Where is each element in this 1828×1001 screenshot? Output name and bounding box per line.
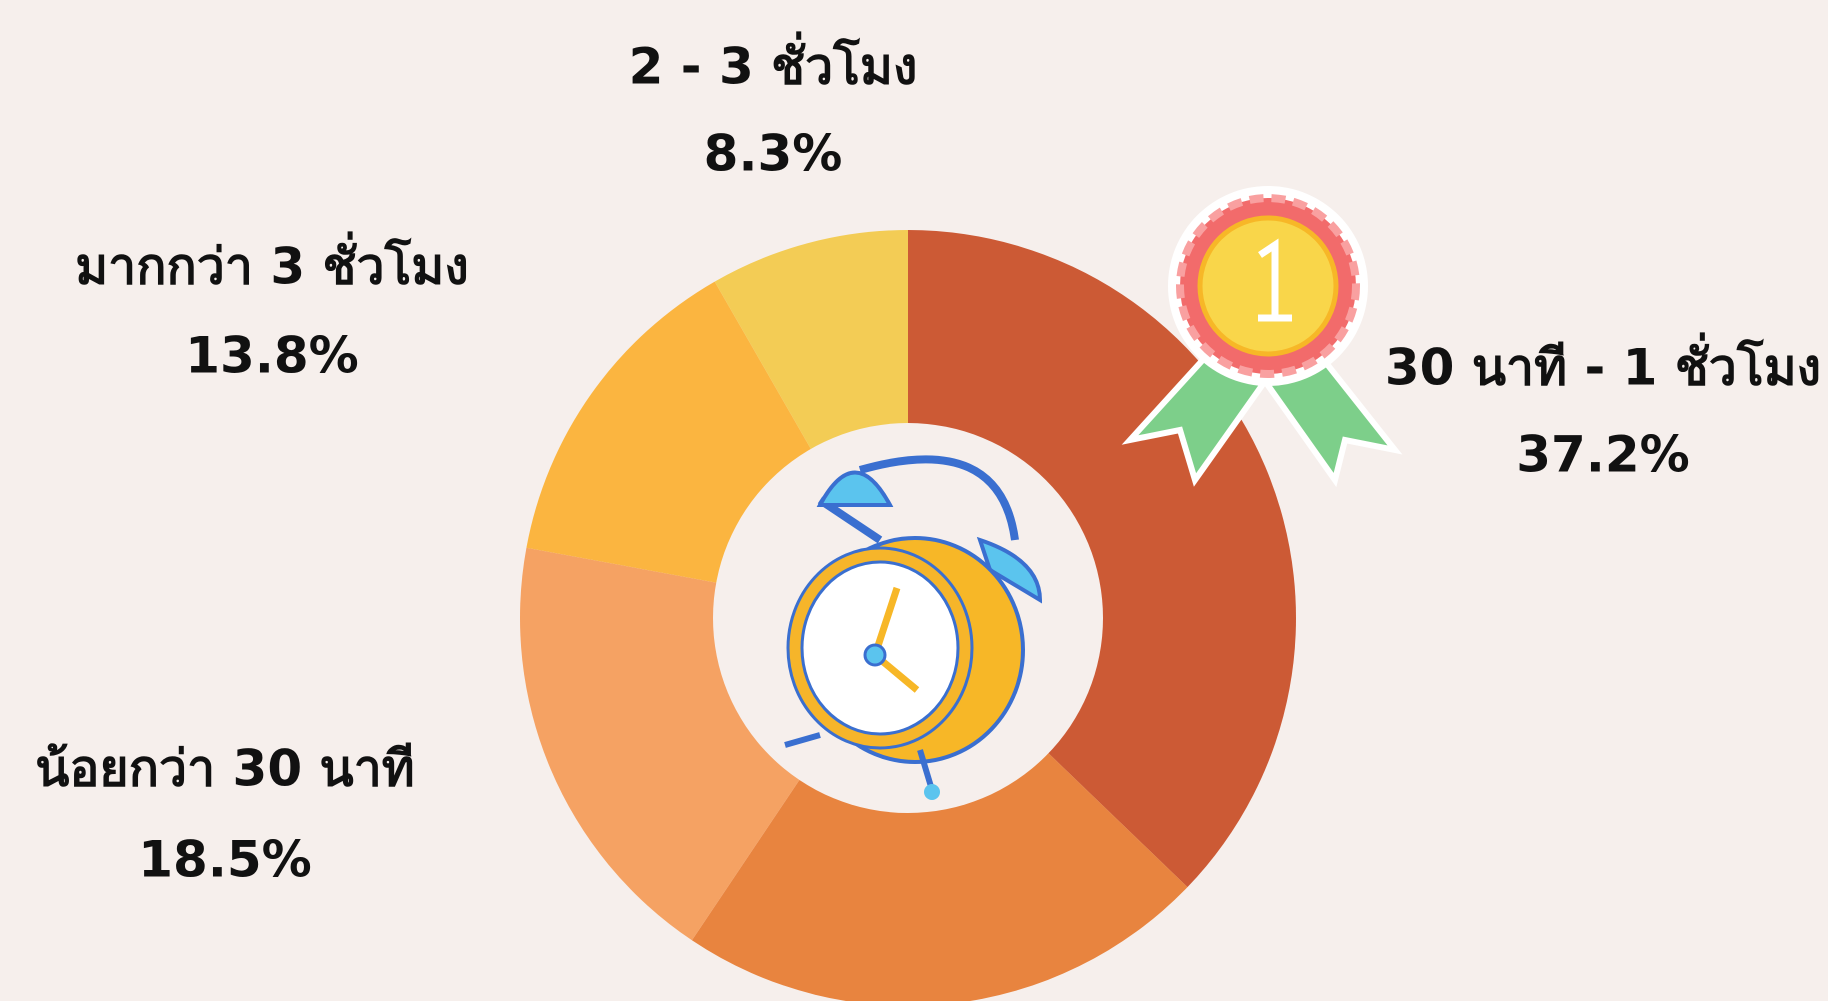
category-label: น้อยกว่า 30 นาที — [35, 740, 415, 798]
clock-icon — [784, 455, 1043, 800]
category-label: 2 - 3 ชั่วโมง — [629, 32, 918, 96]
value-label: 13.8% — [185, 327, 358, 385]
value-label: 37.2% — [1516, 426, 1689, 484]
value-label: 18.5% — [138, 831, 311, 889]
category-label: 30 นาที - 1 ชั่วโมง — [1385, 333, 1821, 397]
medal-icon — [1121, 186, 1403, 488]
category-label: มากกว่า 3 ชั่วโมง — [75, 232, 469, 296]
value-label: 8.3% — [704, 125, 843, 183]
